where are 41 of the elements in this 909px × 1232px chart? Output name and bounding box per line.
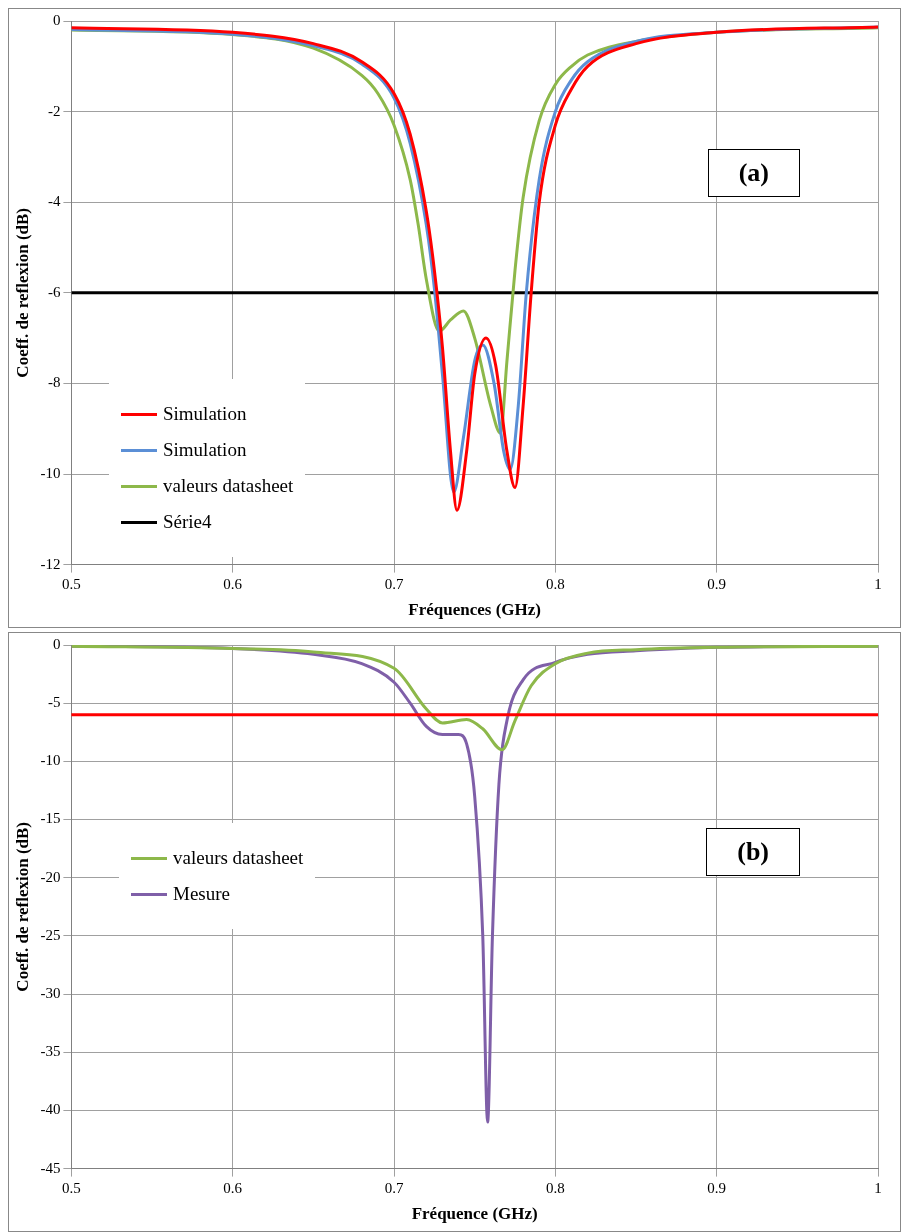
- y-tick-label: -10: [40, 464, 61, 481]
- x-tick-label: 1: [874, 1179, 882, 1196]
- x-tick-label: 0.5: [62, 575, 81, 592]
- y-tick-label: -10: [40, 752, 61, 769]
- x-tick-label: 0.6: [223, 1179, 243, 1196]
- x-tick-label: 1: [874, 575, 882, 592]
- x-tick-label: 0.9: [707, 575, 727, 592]
- y-axis-title: Coeff. de reflexion (dB): [12, 821, 32, 992]
- y-tick-label: -8: [47, 374, 61, 391]
- y-tick-label: -4: [47, 193, 61, 210]
- annotation: (b): [706, 828, 800, 876]
- y-tick-label: -12: [40, 555, 61, 572]
- x-axis-title: Fréquences (GHz): [408, 600, 542, 620]
- y-tick-label: -15: [40, 810, 61, 827]
- x-tick-label: 0.8: [545, 1179, 565, 1196]
- y-tick-label: -30: [40, 985, 61, 1001]
- y-tick-label: -2: [47, 102, 61, 119]
- x-tick-label: 0.5: [62, 1179, 81, 1196]
- y-tick-label: -5: [47, 694, 61, 711]
- y-tick-label: -35: [40, 1043, 61, 1060]
- legend-label: Mesure: [173, 883, 230, 905]
- y-tick-label: -6: [47, 283, 61, 300]
- x-tick-label: 0.8: [545, 575, 565, 592]
- y-axis-title: Coeff. de reflexion (dB): [12, 207, 32, 378]
- legend-label: valeurs datasheet: [163, 475, 294, 497]
- y-tick-label: -25: [40, 926, 61, 943]
- y-tick-label: -20: [40, 868, 61, 885]
- y-tick-label: 0: [52, 635, 61, 652]
- legend-label: valeurs datasheet: [173, 847, 304, 869]
- x-tick-label: 0.7: [384, 1179, 404, 1196]
- x-axis-title: Fréquence (GHz): [411, 1204, 538, 1224]
- legend-label: Simulation: [163, 403, 247, 425]
- x-tick-label: 0.6: [223, 575, 243, 592]
- legend-label: Simulation: [163, 439, 247, 461]
- y-tick-label: -40: [40, 1101, 61, 1118]
- x-tick-label: 0.9: [707, 1179, 727, 1196]
- legend-label: Série4: [163, 511, 212, 533]
- y-tick-label: 0: [52, 11, 61, 28]
- y-tick-label: -45: [40, 1159, 61, 1176]
- x-tick-label: 0.7: [384, 575, 404, 592]
- annotation: (a): [707, 149, 800, 197]
